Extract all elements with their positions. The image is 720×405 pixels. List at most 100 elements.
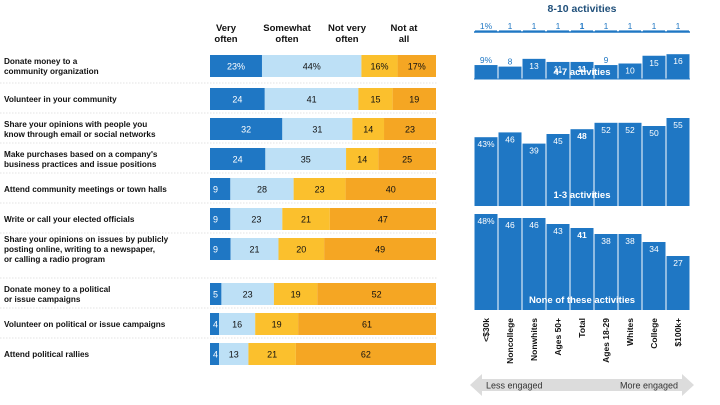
bar-value-label: 4 bbox=[213, 349, 218, 359]
arrow-left-label: Less engaged bbox=[486, 381, 543, 391]
bar-none bbox=[666, 256, 690, 310]
panel-label-none: None of these activities bbox=[529, 295, 635, 306]
bar-segment bbox=[219, 313, 256, 335]
bar-value-label: 40 bbox=[386, 184, 396, 194]
bar-8-10 bbox=[475, 30, 497, 32]
category-label: Whites bbox=[625, 318, 635, 346]
bar-value-label: 13 bbox=[229, 349, 239, 359]
bar-value-label: 62 bbox=[361, 349, 371, 359]
bar-segment bbox=[230, 178, 294, 200]
row-label: or issue campaigns bbox=[4, 295, 81, 304]
category-label: Nonwhites bbox=[529, 318, 539, 361]
value-none: 27 bbox=[673, 258, 683, 268]
bar-value-label: 21 bbox=[267, 349, 277, 359]
bar-value-label: 14 bbox=[357, 154, 367, 164]
bar-value-label: 35 bbox=[301, 154, 311, 164]
panel-label-1-3: 1-3 activities bbox=[553, 190, 610, 201]
value-none: 43 bbox=[553, 226, 563, 236]
bar-none bbox=[642, 242, 666, 310]
bar-none bbox=[522, 218, 546, 310]
bar-4-7 bbox=[594, 65, 618, 79]
bar-value-label: 23 bbox=[243, 289, 253, 299]
bar-value-label: 20 bbox=[296, 244, 306, 254]
bar-segment bbox=[210, 343, 220, 365]
series-header: all bbox=[399, 34, 410, 45]
row-label: Volunteer on political or issue campaign… bbox=[4, 320, 166, 329]
bar-value-label: 23% bbox=[227, 61, 245, 71]
row-label: community organization bbox=[4, 67, 99, 76]
bar-1-3 bbox=[522, 143, 546, 206]
bar-segment bbox=[210, 88, 265, 110]
bar-none bbox=[594, 234, 618, 310]
bar-segment bbox=[278, 238, 325, 260]
bar-segment bbox=[248, 343, 296, 365]
panel-label-4-7: 4-7 activities bbox=[553, 67, 610, 78]
series-header: often bbox=[335, 34, 358, 45]
value-4-7: 8 bbox=[508, 57, 513, 67]
bar-1-3 bbox=[666, 118, 690, 206]
bar-value-label: 23 bbox=[315, 184, 325, 194]
value-none: 38 bbox=[601, 236, 611, 246]
bar-value-label: 23 bbox=[405, 124, 415, 134]
value-4-7: 10 bbox=[625, 66, 635, 76]
bar-none bbox=[498, 218, 522, 310]
bar-value-label: 44% bbox=[303, 61, 321, 71]
bar-segment bbox=[352, 118, 385, 140]
bar-value-label: 9 bbox=[213, 244, 218, 254]
bar-value-label: 21 bbox=[250, 244, 260, 254]
row-label: posting online, writing to a newspaper, bbox=[4, 245, 155, 254]
value-8-10: 1% bbox=[480, 21, 493, 31]
bar-segment bbox=[219, 343, 249, 365]
bar-none bbox=[618, 234, 642, 310]
row-label: Attend community meetings or town halls bbox=[4, 185, 167, 194]
bar-1-3 bbox=[570, 129, 594, 206]
engagement-arrow bbox=[470, 374, 694, 396]
bar-value-label: 19 bbox=[272, 319, 282, 329]
bar-segment bbox=[378, 148, 436, 170]
bar-value-label: 61 bbox=[362, 319, 372, 329]
row-label: Donate money to a political bbox=[4, 285, 110, 294]
bar-8-10 bbox=[499, 30, 521, 32]
bar-none bbox=[546, 224, 570, 310]
value-1-3: 46 bbox=[505, 134, 515, 144]
bar-segment bbox=[282, 118, 353, 140]
bar-segment bbox=[210, 208, 231, 230]
bar-value-label: 25 bbox=[402, 154, 412, 164]
row-label: know through email or social networks bbox=[4, 130, 156, 139]
bar-8-10 bbox=[523, 30, 545, 32]
bar-segment bbox=[282, 208, 330, 230]
row-label: Volunteer in your community bbox=[4, 95, 117, 104]
value-1-3: 52 bbox=[601, 125, 611, 135]
bar-value-label: 24 bbox=[232, 94, 242, 104]
row-label: Donate money to a bbox=[4, 57, 78, 66]
value-none: 38 bbox=[625, 236, 635, 246]
bar-segment bbox=[358, 88, 393, 110]
bar-segment bbox=[392, 88, 436, 110]
bar-value-label: 32 bbox=[241, 124, 251, 134]
bar-8-10 bbox=[643, 30, 665, 32]
value-none: 48% bbox=[477, 216, 494, 226]
bar-1-3 bbox=[642, 126, 666, 206]
arrow-right-label: More engaged bbox=[620, 381, 678, 391]
bar-segment bbox=[210, 118, 283, 140]
series-header: often bbox=[214, 34, 237, 45]
value-1-3: 45 bbox=[553, 136, 563, 146]
category-label: Ages 50+ bbox=[553, 318, 563, 356]
bar-value-label: 28 bbox=[257, 184, 267, 194]
row-label: Attend political rallies bbox=[4, 350, 90, 359]
bar-4-7 bbox=[618, 63, 642, 79]
bar-none bbox=[474, 214, 498, 310]
series-header: Very bbox=[216, 23, 237, 34]
row-label: business practices and issue positions bbox=[4, 160, 157, 169]
row-label: Write or call your elected officials bbox=[4, 215, 135, 224]
bar-1-3 bbox=[618, 122, 642, 206]
bar-4-7 bbox=[498, 66, 522, 79]
bar-4-7 bbox=[570, 61, 594, 79]
category-label: Noncollege bbox=[505, 318, 515, 364]
bar-1-3 bbox=[498, 132, 522, 206]
panel-title-8-10: 8-10 activities bbox=[548, 3, 617, 15]
bar-value-label: 14 bbox=[363, 124, 373, 134]
bar-segment bbox=[230, 208, 283, 230]
bar-segment bbox=[210, 55, 262, 77]
bar-segment bbox=[361, 55, 398, 77]
